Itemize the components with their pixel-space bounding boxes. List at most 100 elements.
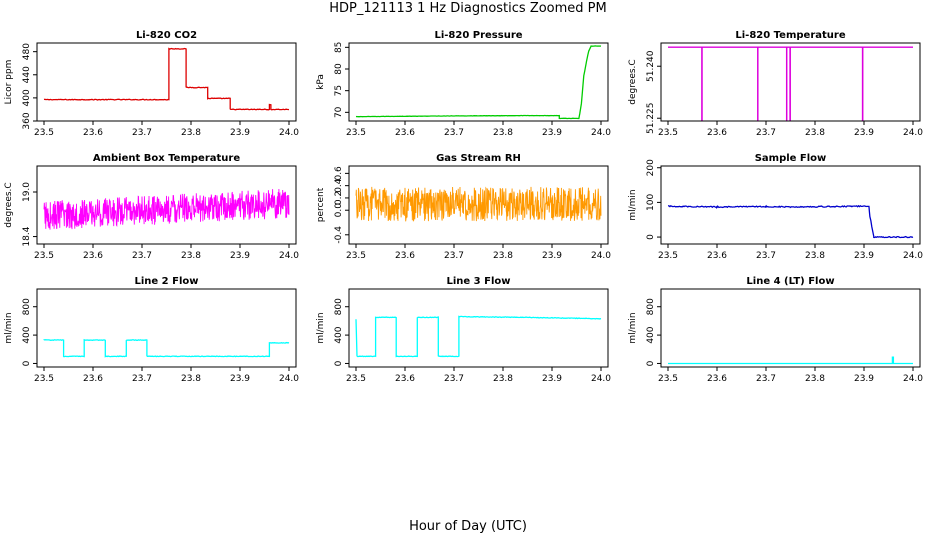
x-tick-label: 23.6 — [707, 251, 727, 261]
y-axis-label: degrees.C — [628, 59, 638, 104]
x-tick-label: 24.0 — [279, 251, 299, 261]
x-tick-label: 23.7 — [444, 251, 464, 261]
y-tick-label: 100 — [646, 194, 656, 211]
y-tick-label: 200 — [646, 159, 656, 176]
plot-frame — [348, 288, 609, 368]
x-tick-label: 23.8 — [181, 251, 201, 261]
panel-title: Line 4 (LT) Flow — [746, 276, 834, 287]
x-tick-label: 23.8 — [493, 251, 513, 261]
x-tick-label: 23.9 — [854, 251, 874, 261]
chart-panel-6: Sample Flow ml/min 23.5 23.6 23.7 23.8 23.9 24.… — [628, 153, 923, 261]
y-axis-label: Licor ppm — [4, 60, 14, 105]
series-line — [668, 46, 913, 121]
y-tick-label: 0.0 — [334, 203, 344, 218]
x-tick-label: 23.9 — [230, 251, 250, 261]
y-tick-label: 400 — [646, 326, 656, 343]
x-tick-label: 23.5 — [34, 128, 54, 138]
series-2 — [355, 45, 602, 120]
x-tick-label: 23.8 — [493, 374, 513, 384]
y-tick-label: 0 — [334, 360, 344, 366]
x-tick-label: 23.7 — [444, 128, 464, 138]
x-tick-label: 23.6 — [83, 374, 103, 384]
plot-frame — [660, 165, 921, 245]
y-tick-label: 0 — [22, 360, 32, 366]
panel-title: Gas Stream RH — [436, 153, 521, 164]
y-tick-label: 80 — [334, 63, 344, 75]
plot-frame — [348, 165, 609, 245]
series-9 — [668, 356, 913, 365]
series-4 — [43, 188, 290, 230]
y-axis-label: ml/min — [628, 312, 638, 343]
x-tick-label: 24.0 — [903, 128, 923, 138]
x-tick-label: 23.7 — [756, 251, 776, 261]
y-tick-label: -0.4 — [334, 226, 344, 244]
series-8 — [355, 315, 602, 358]
panel-title: Li-820 CO2 — [136, 30, 197, 41]
x-tick-label: 24.0 — [279, 374, 299, 384]
chart-panel-2: Li-820 Pressure kPa 23.5 23.6 23.7 23.8 23.9 24… — [316, 30, 611, 138]
x-tick-label: 23.7 — [132, 251, 152, 261]
y-tick-label: 360 — [22, 112, 32, 129]
y-tick-label: 18.4 — [22, 226, 32, 246]
x-tick-label: 23.8 — [805, 128, 825, 138]
plot-frame — [36, 165, 297, 245]
y-tick-label: 440 — [22, 66, 32, 83]
panel-title: Li-820 Temperature — [735, 30, 845, 41]
series-line — [355, 186, 602, 222]
x-axis-label: Hour of Day (UTC) — [409, 519, 527, 534]
y-tick-label: 0 — [646, 234, 656, 240]
y-axis-label: percent — [316, 187, 326, 222]
x-tick-label: 23.8 — [805, 374, 825, 384]
x-tick-label: 23.5 — [34, 251, 54, 261]
y-tick-label: 0 — [646, 360, 656, 366]
x-tick-label: 23.5 — [346, 374, 366, 384]
y-tick-label: 400 — [22, 326, 32, 343]
panel-title: Li-820 Pressure — [434, 30, 522, 41]
x-tick-label: 23.6 — [83, 128, 103, 138]
series-line — [43, 338, 290, 358]
y-tick-label: 480 — [22, 43, 32, 60]
x-tick-label: 23.5 — [658, 374, 678, 384]
x-tick-label: 23.7 — [132, 374, 152, 384]
series-line — [667, 204, 914, 239]
series-5 — [355, 186, 602, 222]
x-tick-label: 23.7 — [444, 374, 464, 384]
x-tick-label: 23.8 — [181, 374, 201, 384]
x-tick-label: 24.0 — [903, 374, 923, 384]
x-tick-label: 23.9 — [854, 128, 874, 138]
panel-title: Line 2 Flow — [135, 276, 199, 287]
x-tick-label: 23.5 — [658, 251, 678, 261]
plot-frame — [348, 42, 609, 122]
series-6 — [667, 204, 914, 239]
x-tick-label: 23.9 — [854, 374, 874, 384]
series-line — [355, 45, 602, 120]
x-tick-label: 23.9 — [542, 374, 562, 384]
y-tick-label: 0.4 — [334, 178, 344, 193]
y-tick-label: 0.6 — [334, 166, 344, 181]
x-tick-label: 23.8 — [181, 128, 201, 138]
chart-panel-8: Line 3 Flow ml/min 23.5 23.6 23.7 23.8 23.9 24.… — [316, 276, 611, 384]
x-tick-label: 23.7 — [756, 374, 776, 384]
series-line — [355, 315, 602, 358]
chart-panel-7: Line 2 Flow ml/min 23.5 23.6 23.7 23.8 23.9 24.… — [4, 276, 299, 384]
panel-title: Sample Flow — [755, 153, 827, 164]
y-tick-label: 70 — [334, 106, 344, 118]
x-tick-label: 23.5 — [34, 374, 54, 384]
y-axis-label: ml/min — [316, 312, 326, 343]
panel-title: Ambient Box Temperature — [93, 153, 240, 164]
chart-panel-9: Line 4 (LT) Flow ml/min 23.5 23.6 23.7 23.8 23… — [628, 276, 923, 384]
series-1 — [43, 47, 290, 111]
x-tick-label: 24.0 — [591, 374, 611, 384]
y-tick-label: 0.2 — [334, 191, 344, 205]
x-tick-label: 23.6 — [395, 251, 415, 261]
x-tick-label: 23.6 — [707, 374, 727, 384]
y-tick-label: 51.225 — [646, 102, 656, 134]
x-tick-label: 23.5 — [346, 128, 366, 138]
series-3 — [668, 46, 913, 121]
series-line — [43, 188, 290, 230]
x-tick-label: 23.6 — [83, 251, 103, 261]
chart-panel-5: Gas Stream RH percent 23.5 23.6 23.7 23.8 23.9… — [316, 153, 611, 261]
y-tick-label: 75 — [334, 85, 344, 96]
y-tick-label: 51.240 — [646, 50, 656, 82]
y-tick-label: 400 — [334, 326, 344, 343]
